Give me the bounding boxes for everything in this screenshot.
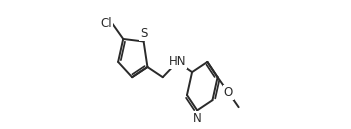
Text: O: O [224, 86, 233, 99]
Text: S: S [140, 27, 147, 40]
Text: Cl: Cl [100, 17, 112, 30]
Text: N: N [193, 112, 201, 125]
Text: HN: HN [169, 55, 186, 68]
